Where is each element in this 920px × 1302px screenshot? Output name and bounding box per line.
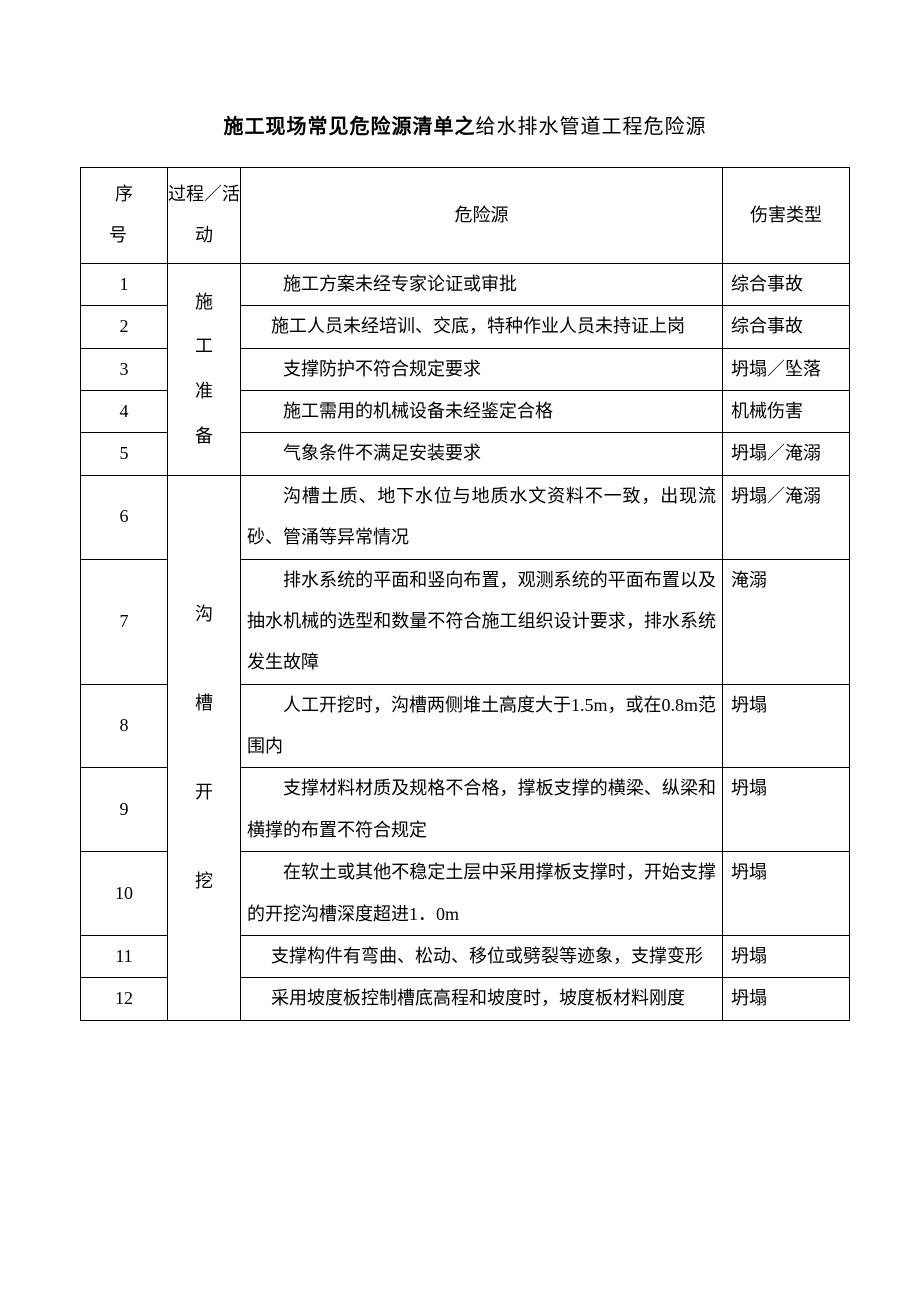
page-title: 施工现场常见危险源清单之给水排水管道工程危险源 bbox=[80, 110, 850, 139]
cell-harm: 坍塌／淹溺 bbox=[723, 433, 850, 475]
cell-harm: 机械伤害 bbox=[723, 390, 850, 432]
title-plain: 给水排水管道工程危险源 bbox=[476, 116, 707, 138]
cell-harm: 坍塌 bbox=[723, 684, 850, 768]
cell-harm: 综合事故 bbox=[723, 306, 850, 348]
cell-seq: 10 bbox=[81, 852, 168, 936]
cell-hazard: 支撑防护不符合规定要求 bbox=[241, 348, 723, 390]
header-activity: 过程／活动 bbox=[168, 168, 241, 264]
cell-hazard: 支撑构件有弯曲、松动、移位或劈裂等迹象，支撑变形 bbox=[241, 936, 723, 978]
cell-seq: 6 bbox=[81, 475, 168, 559]
cell-activity-group-2: 沟 槽 开 挖 bbox=[168, 475, 241, 1020]
cell-harm: 坍塌 bbox=[723, 978, 850, 1020]
header-seq: 序 号 bbox=[81, 168, 168, 264]
table-row: 6 沟 槽 开 挖 沟槽土质、地下水位与地质水文资料不一致，出现流砂、管涌等异常… bbox=[81, 475, 850, 559]
cell-harm: 坍塌／坠落 bbox=[723, 348, 850, 390]
cell-hazard: 施工方案未经专家论证或审批 bbox=[241, 263, 723, 305]
title-bold: 施工现场常见危险源清单之 bbox=[224, 116, 476, 138]
cell-harm: 坍塌／淹溺 bbox=[723, 475, 850, 559]
table-header-row: 序 号 过程／活动 危险源 伤害类型 bbox=[81, 168, 850, 264]
cell-seq: 1 bbox=[81, 263, 168, 305]
cell-seq: 3 bbox=[81, 348, 168, 390]
hazard-table: 序 号 过程／活动 危险源 伤害类型 1 施 工 准 备 施工方案未经专家论证或… bbox=[80, 167, 850, 1021]
document-page: 施工现场常见危险源清单之给水排水管道工程危险源 序 号 过程／活动 危险源 伤害… bbox=[0, 0, 920, 1121]
cell-hazard: 气象条件不满足安装要求 bbox=[241, 433, 723, 475]
cell-seq: 12 bbox=[81, 978, 168, 1020]
header-hazard: 危险源 bbox=[241, 168, 723, 264]
cell-seq: 8 bbox=[81, 684, 168, 768]
cell-harm: 坍塌 bbox=[723, 768, 850, 852]
cell-hazard: 施工人员未经培训、交底，特种作业人员未持证上岗 bbox=[241, 306, 723, 348]
cell-hazard: 施工需用的机械设备未经鉴定合格 bbox=[241, 390, 723, 432]
cell-hazard: 人工开挖时，沟槽两侧堆土高度大于1.5m，或在0.8m范围内 bbox=[241, 684, 723, 768]
cell-hazard: 采用坡度板控制槽底高程和坡度时，坡度板材料刚度 bbox=[241, 978, 723, 1020]
cell-hazard: 排水系统的平面和竖向布置，观测系统的平面布置以及抽水机械的选型和数量不符合施工组… bbox=[241, 559, 723, 684]
cell-seq: 11 bbox=[81, 936, 168, 978]
header-harm: 伤害类型 bbox=[723, 168, 850, 264]
cell-seq: 9 bbox=[81, 768, 168, 852]
cell-harm: 坍塌 bbox=[723, 852, 850, 936]
cell-hazard: 沟槽土质、地下水位与地质水文资料不一致，出现流砂、管涌等异常情况 bbox=[241, 475, 723, 559]
cell-seq: 4 bbox=[81, 390, 168, 432]
table-row: 1 施 工 准 备 施工方案未经专家论证或审批 综合事故 bbox=[81, 263, 850, 305]
cell-seq: 7 bbox=[81, 559, 168, 684]
cell-seq: 2 bbox=[81, 306, 168, 348]
cell-activity-group-1: 施 工 准 备 bbox=[168, 263, 241, 475]
cell-hazard: 在软土或其他不稳定土层中采用撑板支撑时，开始支撑的开挖沟槽深度超进1．0m bbox=[241, 852, 723, 936]
cell-seq: 5 bbox=[81, 433, 168, 475]
cell-hazard: 支撑材料材质及规格不合格，撑板支撑的横梁、纵梁和横撑的布置不符合规定 bbox=[241, 768, 723, 852]
cell-harm: 淹溺 bbox=[723, 559, 850, 684]
cell-harm: 坍塌 bbox=[723, 936, 850, 978]
cell-harm: 综合事故 bbox=[723, 263, 850, 305]
